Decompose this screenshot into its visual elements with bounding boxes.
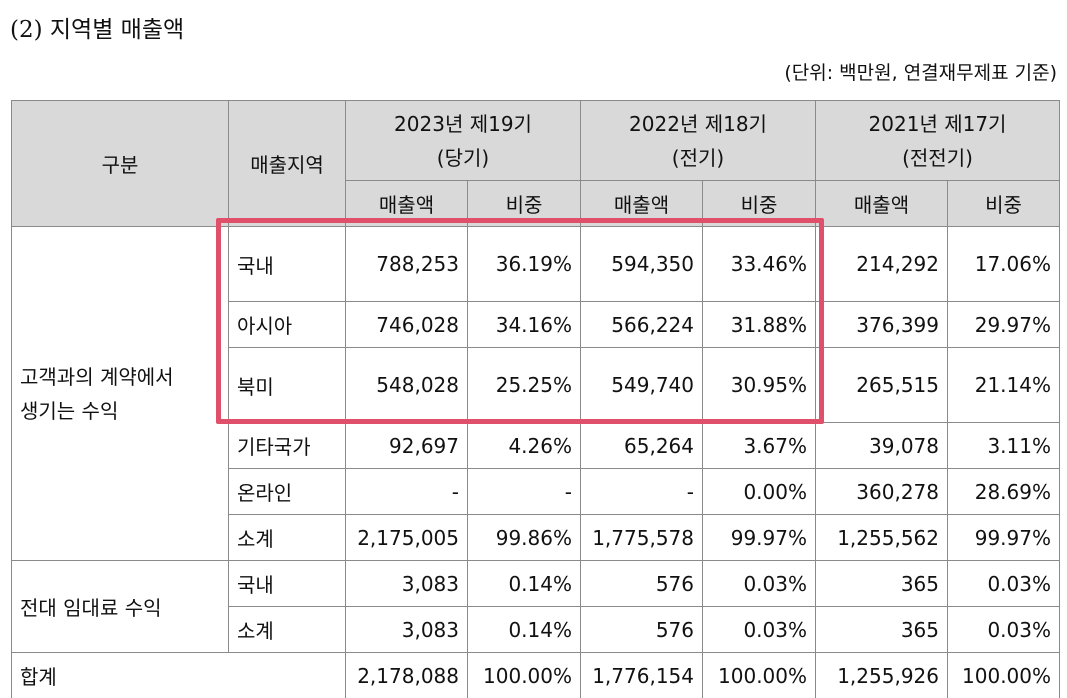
sales-2021-cell: 1,255,562: [816, 515, 948, 561]
share-2023-cell: 99.86%: [468, 515, 581, 561]
share-2023-cell: 36.19%: [468, 227, 581, 302]
sales-2022-cell: 594,350: [581, 227, 703, 302]
share-2023-cell: 25.25%: [468, 348, 581, 423]
share-2022-cell: 100.00%: [703, 653, 816, 698]
share-2021-cell: 17.06%: [948, 227, 1060, 302]
sales-2021-cell: 265,515: [816, 348, 948, 423]
share-header-2022: 비중: [703, 181, 816, 227]
region-cell: 온라인: [229, 469, 346, 515]
category-header: 구분: [12, 101, 229, 227]
share-2022-cell: 0.03%: [703, 607, 816, 653]
sales-header-2021: 매출액: [816, 181, 948, 227]
sales-2023-cell: 3,083: [346, 607, 468, 653]
sales-2023-cell: 92,697: [346, 423, 468, 469]
share-2021-cell: 100.00%: [948, 653, 1060, 698]
share-2023-cell: 34.16%: [468, 302, 581, 348]
sales-2022-cell: 576: [581, 607, 703, 653]
sales-2023-cell: 746,028: [346, 302, 468, 348]
region-cell: 소계: [229, 515, 346, 561]
share-2021-cell: 3.11%: [948, 423, 1060, 469]
year-2021-title: 2021년 제17기: [824, 107, 1051, 141]
share-2022-cell: 0.00%: [703, 469, 816, 515]
unit-note: (단위: 백만원, 연결재무제표 기준): [784, 58, 1057, 85]
share-2021-cell: 0.03%: [948, 607, 1060, 653]
year-2023-title: 2023년 제19기: [354, 107, 572, 141]
header-row: 구분 매출지역 2023년 제19기 (당기) 2022년 제18기 (전기) …: [12, 101, 1060, 181]
share-2022-cell: 0.03%: [703, 561, 816, 607]
sales-2023-cell: 3,083: [346, 561, 468, 607]
regional-sales-table: 구분 매출지역 2023년 제19기 (당기) 2022년 제18기 (전기) …: [11, 100, 1060, 698]
share-2023-cell: 0.14%: [468, 607, 581, 653]
share-2023-cell: 100.00%: [468, 653, 581, 698]
sales-2022-cell: 566,224: [581, 302, 703, 348]
year-2022-subtitle: (전기): [589, 141, 807, 175]
year-2022-header: 2022년 제18기 (전기): [581, 101, 816, 181]
share-2021-cell: 29.97%: [948, 302, 1060, 348]
sales-header-2023: 매출액: [346, 181, 468, 227]
section-heading: (2) 지역별 매출액: [10, 10, 184, 44]
share-2023-cell: -: [468, 469, 581, 515]
share-header-2021: 비중: [948, 181, 1060, 227]
total-row: 합계 2,178,088 100.00% 1,776,154 100.00% 1…: [12, 653, 1060, 698]
region-cell: 국내: [229, 561, 346, 607]
sales-2023-cell: -: [346, 469, 468, 515]
region-cell: 아시아: [229, 302, 346, 348]
table-row: 고객과의 계약에서 생기는 수익 국내 788,253 36.19% 594,3…: [12, 227, 1060, 302]
region-cell: 북미: [229, 348, 346, 423]
share-2023-cell: 0.14%: [468, 561, 581, 607]
share-2021-cell: 0.03%: [948, 561, 1060, 607]
year-2023-header: 2023년 제19기 (당기): [346, 101, 581, 181]
table-row: 전대 임대료 수익 국내 3,083 0.14% 576 0.03% 365 0…: [12, 561, 1060, 607]
sales-2023-cell: 788,253: [346, 227, 468, 302]
year-2021-header: 2021년 제17기 (전전기): [816, 101, 1060, 181]
group-contract-line1: 고객과의 계약에서: [20, 360, 220, 394]
sales-2021-cell: 365: [816, 607, 948, 653]
sales-2022-cell: 576: [581, 561, 703, 607]
sales-header-2022: 매출액: [581, 181, 703, 227]
share-2021-cell: 28.69%: [948, 469, 1060, 515]
year-2022-title: 2022년 제18기: [589, 107, 807, 141]
sales-2022-cell: 549,740: [581, 348, 703, 423]
sales-2023-cell: 548,028: [346, 348, 468, 423]
region-cell: 기타국가: [229, 423, 346, 469]
sales-2022-cell: -: [581, 469, 703, 515]
group-contract-label: 고객과의 계약에서 생기는 수익: [12, 227, 229, 561]
share-2022-cell: 30.95%: [703, 348, 816, 423]
sales-2022-cell: 1,775,578: [581, 515, 703, 561]
total-label: 합계: [12, 653, 346, 698]
sales-2022-cell: 1,776,154: [581, 653, 703, 698]
group-contract-line2: 생기는 수익: [20, 394, 220, 428]
sales-2021-cell: 376,399: [816, 302, 948, 348]
region-cell: 소계: [229, 607, 346, 653]
region-header: 매출지역: [229, 101, 346, 227]
share-2022-cell: 99.97%: [703, 515, 816, 561]
share-2022-cell: 31.88%: [703, 302, 816, 348]
sales-2021-cell: 365: [816, 561, 948, 607]
share-2022-cell: 3.67%: [703, 423, 816, 469]
year-2021-subtitle: (전전기): [824, 141, 1051, 175]
sales-2023-cell: 2,175,005: [346, 515, 468, 561]
share-2021-cell: 99.97%: [948, 515, 1060, 561]
sales-2023-cell: 2,178,088: [346, 653, 468, 698]
region-cell: 국내: [229, 227, 346, 302]
sales-2021-cell: 39,078: [816, 423, 948, 469]
sales-2021-cell: 1,255,926: [816, 653, 948, 698]
sales-2021-cell: 214,292: [816, 227, 948, 302]
group-lease-label: 전대 임대료 수익: [12, 561, 229, 653]
share-2022-cell: 33.46%: [703, 227, 816, 302]
sales-2022-cell: 65,264: [581, 423, 703, 469]
share-2023-cell: 4.26%: [468, 423, 581, 469]
sales-2021-cell: 360,278: [816, 469, 948, 515]
share-2021-cell: 21.14%: [948, 348, 1060, 423]
year-2023-subtitle: (당기): [354, 141, 572, 175]
share-header-2023: 비중: [468, 181, 581, 227]
